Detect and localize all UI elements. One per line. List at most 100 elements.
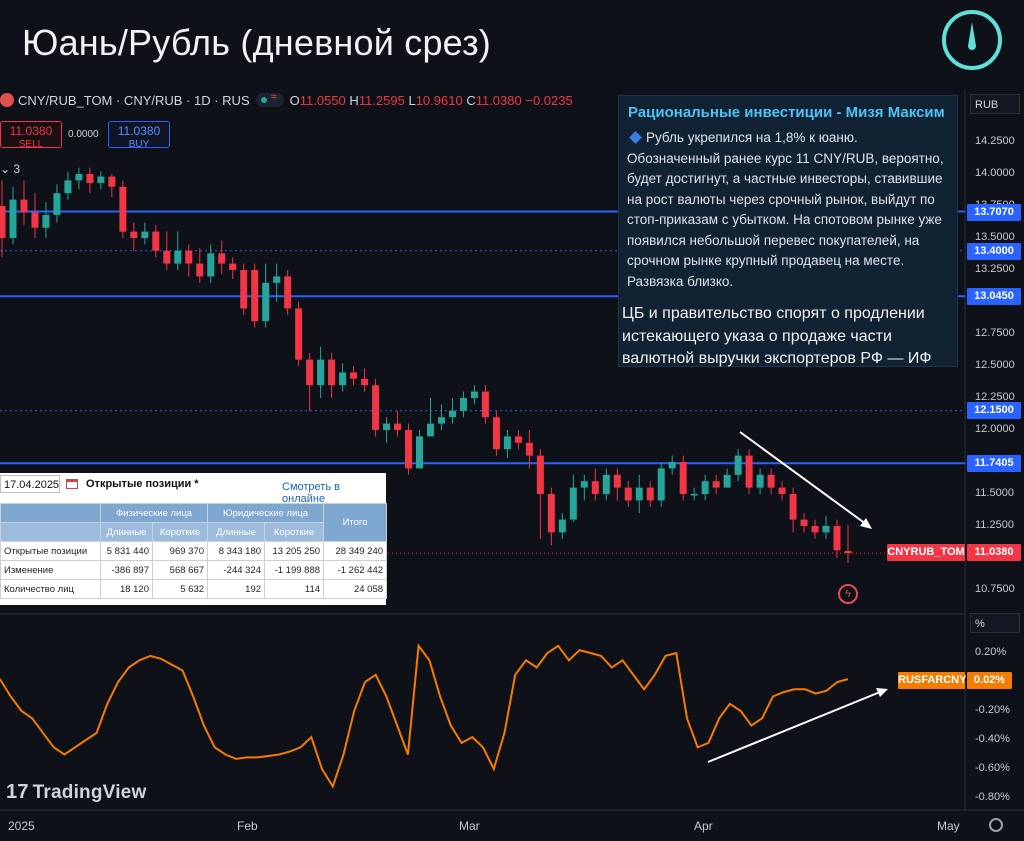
candle <box>778 481 786 501</box>
level-tag: 13.0450 <box>967 288 1021 305</box>
open-value: 11.0550 <box>299 93 346 108</box>
date-field[interactable]: 17.04.2025 <box>0 475 60 493</box>
time-tick-label: Apr <box>694 819 713 833</box>
news-headline: ЦБ и правительство спорят о продлении ис… <box>622 305 932 367</box>
news-panel <box>618 95 958 367</box>
group-physical-header: Физические лица <box>99 503 209 523</box>
sub-header: Длинные <box>207 522 266 542</box>
candle <box>833 519 841 558</box>
candle <box>306 353 314 411</box>
candle <box>646 481 654 507</box>
candle <box>317 346 325 398</box>
candle <box>613 468 621 501</box>
candle <box>339 363 347 392</box>
candle <box>712 474 720 494</box>
price-tick-label: 13.5000 <box>975 231 1015 243</box>
candle <box>679 455 687 501</box>
candle <box>745 449 753 494</box>
symbol-tag: CNYRUB_TOM <box>887 544 965 561</box>
candle <box>383 417 391 443</box>
candle <box>767 468 775 494</box>
candle <box>811 519 819 539</box>
sell-button[interactable]: 11.0380 SELL <box>0 121 62 150</box>
buy-button[interactable]: 11.0380 BUY <box>108 121 170 150</box>
indicators-toggle[interactable]: ⌄ 3 <box>0 162 21 176</box>
candle <box>119 180 127 238</box>
candle <box>31 193 39 238</box>
candle <box>844 524 852 563</box>
candle <box>218 240 226 274</box>
up-trend-arrow <box>707 689 886 763</box>
candle <box>690 487 698 501</box>
candle <box>394 410 402 437</box>
indicator-tick-label: -0.40% <box>975 733 1010 745</box>
candle <box>470 385 478 405</box>
up-trend-arrow-head <box>876 688 888 697</box>
last-price-tag: 11.0380 <box>967 544 1021 561</box>
candle <box>591 468 599 501</box>
candle <box>503 430 511 459</box>
price-tick-label: 11.5000 <box>975 487 1014 499</box>
online-link[interactable]: Смотреть в онлайне <box>282 481 340 505</box>
market-status-icon[interactable] <box>255 91 284 107</box>
price-tick-label: 12.5000 <box>975 359 1015 371</box>
candle <box>657 462 665 507</box>
sub-header: Длинные <box>100 522 153 542</box>
candle <box>262 263 270 328</box>
candle <box>525 430 533 469</box>
pane-unit-select[interactable]: % <box>970 613 1020 633</box>
news-body: Рубль укрепился на 1,8% к юаню. Обозначе… <box>627 130 944 289</box>
indicator-name-tag: RUSFARCNY <box>898 672 966 689</box>
candle <box>723 468 731 488</box>
candle <box>481 385 489 424</box>
table-row: Количество лиц 18 120 5 632 192 114 24 0… <box>0 579 388 599</box>
candle <box>185 244 193 277</box>
candle <box>361 368 369 392</box>
calendar-icon[interactable] <box>66 479 78 489</box>
group-legal-header: Юридические лица <box>207 503 325 523</box>
candle <box>196 248 204 283</box>
candle <box>372 378 380 437</box>
candle <box>75 167 83 190</box>
candle <box>229 257 237 279</box>
candle <box>9 186 17 245</box>
time-tick-label: Mar <box>459 819 480 833</box>
settings-icon[interactable] <box>989 818 1003 832</box>
symbol-name[interactable]: CNY/RUB_TOM · CNY/RUB · 1D · RUS <box>18 93 250 108</box>
candle <box>426 398 434 437</box>
candle <box>284 270 292 315</box>
close-value: 11.0380 <box>475 93 522 108</box>
positions-title: Открытые позиции * <box>86 478 199 490</box>
price-tick-label: 12.7500 <box>975 327 1015 339</box>
candle <box>624 481 632 507</box>
candle <box>635 474 643 514</box>
symbol-legend[interactable]: CNY/RUB_TOM · CNY/RUB · 1D · RUSO11.0550… <box>0 91 620 113</box>
candle <box>108 174 116 198</box>
currency-select[interactable]: RUB <box>970 94 1020 114</box>
indicator-value-tag: 0.02% <box>967 672 1012 689</box>
tradingview-logo: 17 TradingView <box>6 781 147 803</box>
candle <box>492 410 500 456</box>
sub-header: Короткие <box>264 522 325 542</box>
flag-icon <box>0 93 14 107</box>
candle <box>405 423 413 475</box>
change-value: −0.0235 <box>525 93 573 108</box>
price-tick-label: 14.2500 <box>975 135 1015 147</box>
page-title: Юань/Рубль (дневной срез) <box>22 22 491 63</box>
candle <box>734 449 742 482</box>
flash-icon[interactable]: ϟ <box>838 584 858 604</box>
diamond-icon <box>629 131 642 144</box>
candle <box>174 231 182 270</box>
candle <box>130 222 138 251</box>
candle <box>163 231 171 270</box>
level-tag: 13.4000 <box>967 243 1021 260</box>
rusfarcny-series <box>0 643 849 789</box>
spread-value: 0.0000 <box>68 129 99 140</box>
indicator-line <box>0 643 849 789</box>
time-tick-label: May <box>937 819 960 833</box>
level-tag: 13.7070 <box>967 204 1021 221</box>
news-author: Рациональные инвестиции - Мизя Максим <box>628 104 945 121</box>
total-header: Итого <box>323 503 388 542</box>
price-tick-label: 13.2500 <box>975 263 1015 275</box>
